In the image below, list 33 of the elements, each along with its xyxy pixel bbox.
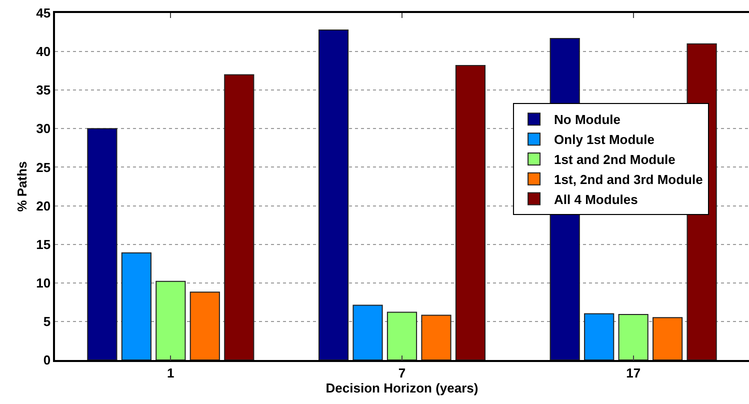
legend-label: No Module — [554, 112, 620, 128]
y-tick-label: 0 — [43, 352, 51, 368]
bar — [386, 312, 418, 360]
bar — [224, 74, 254, 360]
y-tick-label: 45 — [36, 6, 51, 21]
y-tick-label: 40 — [36, 44, 51, 60]
x-tick-label: 7 — [398, 365, 406, 380]
y-tick-label: 20 — [36, 198, 51, 214]
x-tick-label: 1 — [167, 365, 174, 380]
y-tick-label: 15 — [36, 236, 51, 252]
legend-label: 1st and 2nd Module — [554, 152, 676, 168]
bar — [618, 314, 648, 360]
bar — [421, 314, 452, 360]
x-axis-title: Decision Horizon (years) — [326, 380, 478, 396]
bar — [352, 304, 383, 360]
y-tick-label: 10 — [36, 275, 51, 290]
bar — [121, 252, 152, 360]
bar — [652, 317, 683, 360]
legend-label: All 4 Modules — [554, 192, 638, 207]
bar — [156, 280, 186, 360]
bar — [318, 29, 349, 360]
bar — [87, 128, 118, 360]
bar — [584, 313, 614, 360]
bar — [455, 64, 486, 360]
legend-label: 1st, 2nd and 3rd Module — [554, 172, 703, 187]
y-axis-title: % Paths — [14, 161, 30, 212]
y-tick-label: 35 — [36, 82, 51, 98]
y-tick-label: 30 — [36, 121, 51, 136]
y-tick-label: 25 — [36, 160, 51, 175]
legend-label: Only 1st Module — [554, 132, 654, 148]
x-tick-label: 17 — [626, 365, 641, 380]
bar — [190, 292, 220, 360]
y-tick-label: 5 — [43, 314, 51, 329]
